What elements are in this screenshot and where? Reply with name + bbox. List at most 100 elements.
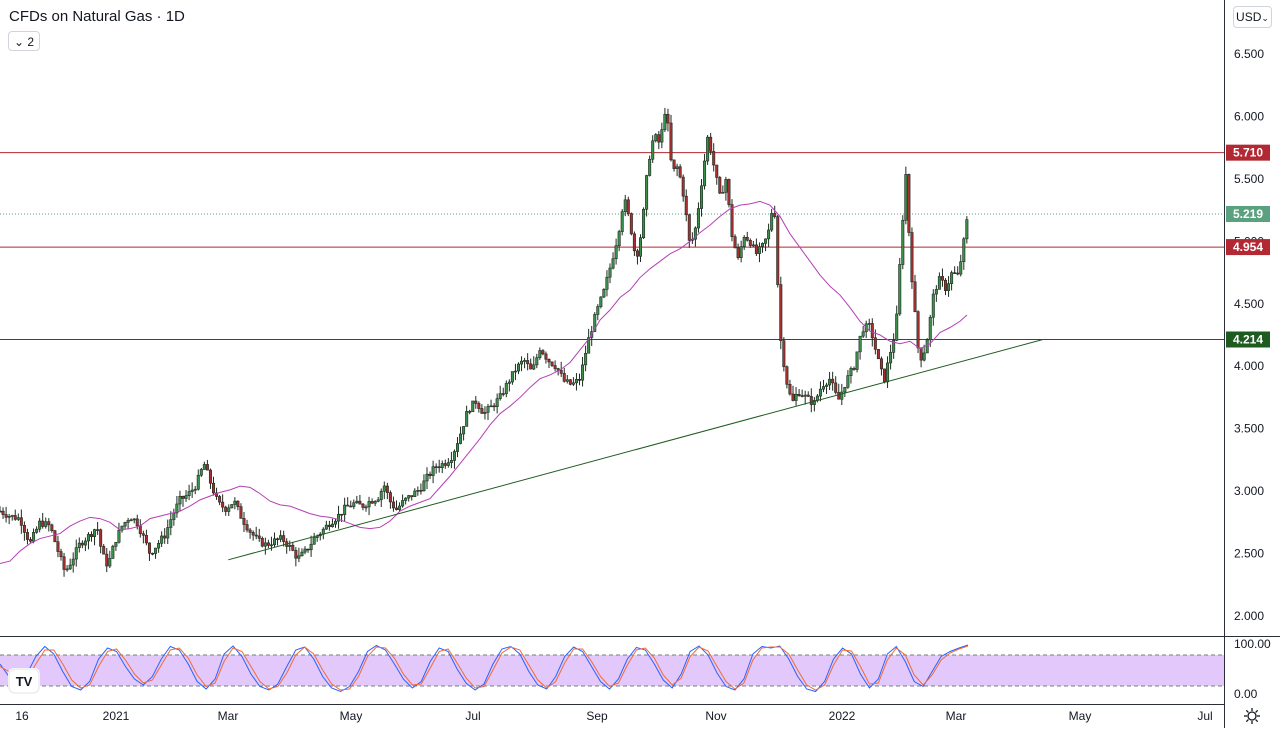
indicator-count: 2 bbox=[27, 35, 35, 49]
candle-body bbox=[678, 166, 682, 178]
price-level-label: 4.954 bbox=[1233, 240, 1263, 254]
candle-body bbox=[843, 386, 847, 393]
candle-body bbox=[455, 443, 459, 452]
candle-body bbox=[837, 392, 841, 400]
currency-selector[interactable]: USD⌄ bbox=[1233, 6, 1272, 28]
candle-body bbox=[401, 500, 405, 507]
candle-body bbox=[638, 237, 642, 257]
candle-body bbox=[709, 136, 713, 152]
candle-body bbox=[486, 406, 490, 413]
candle-body bbox=[681, 176, 685, 197]
candle-body bbox=[834, 382, 838, 393]
candle-body bbox=[7, 516, 11, 518]
candle-body bbox=[327, 524, 331, 528]
candle-body bbox=[526, 360, 530, 365]
candle-body bbox=[556, 368, 560, 371]
candle-body bbox=[19, 517, 23, 526]
candle-body bbox=[663, 113, 667, 130]
candle-body bbox=[117, 529, 121, 543]
candle-body bbox=[648, 158, 652, 176]
candle-body bbox=[47, 521, 51, 526]
candle-body bbox=[257, 535, 261, 539]
candle-body bbox=[242, 518, 246, 525]
price-level-label: 4.214 bbox=[1233, 332, 1263, 346]
candle-body bbox=[303, 548, 307, 553]
support-trendline[interactable] bbox=[228, 339, 1044, 561]
candle-body bbox=[904, 174, 908, 221]
candle-body bbox=[471, 400, 475, 412]
candle-body bbox=[724, 179, 728, 193]
candle-body bbox=[236, 500, 240, 507]
candle-body bbox=[535, 357, 539, 366]
osc-tick-label: 100.00 bbox=[1234, 637, 1271, 651]
candle-body bbox=[559, 369, 563, 374]
osc-tick-label: 0.00 bbox=[1234, 687, 1258, 701]
candle-body bbox=[212, 482, 216, 494]
candle-body bbox=[907, 174, 911, 233]
candle-body bbox=[330, 523, 334, 528]
candle-body bbox=[288, 544, 292, 547]
candle-body bbox=[251, 532, 255, 536]
candle-body bbox=[770, 213, 774, 231]
candle-body bbox=[254, 534, 258, 537]
candle-body bbox=[495, 398, 499, 407]
candle-body bbox=[154, 547, 158, 554]
candle-body bbox=[279, 535, 283, 540]
moving-average-line[interactable] bbox=[0, 200, 968, 565]
candle-body bbox=[754, 244, 758, 254]
candle-body bbox=[562, 373, 566, 382]
candle-body bbox=[196, 474, 200, 490]
candle-body bbox=[16, 517, 20, 520]
gear-icon[interactable] bbox=[1243, 707, 1261, 725]
candle-body bbox=[803, 394, 807, 397]
candle-body bbox=[867, 323, 871, 325]
candle-body bbox=[248, 529, 252, 533]
candle-body bbox=[706, 136, 710, 162]
candle-body bbox=[385, 485, 389, 493]
candle-body bbox=[733, 236, 737, 249]
candle-body bbox=[947, 283, 951, 291]
tradingview-logo[interactable]: TV bbox=[8, 668, 40, 694]
candle-body bbox=[745, 236, 749, 241]
candle-body bbox=[74, 547, 78, 560]
candle-body bbox=[202, 464, 206, 470]
candle-body bbox=[468, 411, 472, 413]
candle-body bbox=[574, 379, 578, 384]
candle-body bbox=[221, 501, 225, 508]
candle-body bbox=[767, 229, 771, 240]
candle-body bbox=[230, 504, 234, 509]
candle-body bbox=[449, 460, 453, 463]
candle-body bbox=[474, 400, 478, 404]
candle-body bbox=[797, 393, 801, 396]
candle-body bbox=[541, 350, 545, 355]
candle-body bbox=[596, 306, 600, 315]
candle-body bbox=[56, 541, 60, 552]
candle-body bbox=[553, 365, 557, 369]
candle-body bbox=[876, 349, 880, 360]
candle-body bbox=[108, 558, 112, 567]
indicator-toggle-button[interactable]: ⌄ 2 bbox=[8, 31, 40, 51]
candle-body bbox=[623, 199, 627, 213]
candle-body bbox=[184, 495, 188, 499]
candle-body bbox=[879, 358, 883, 370]
candle-body bbox=[492, 405, 496, 408]
candle-body bbox=[736, 247, 740, 258]
candle-body bbox=[382, 485, 386, 492]
candle-body bbox=[193, 488, 197, 491]
candle-body bbox=[571, 382, 575, 385]
logo-icon: TV bbox=[8, 668, 40, 694]
candle-body bbox=[227, 507, 231, 512]
candle-body bbox=[294, 550, 298, 559]
candle-body bbox=[324, 524, 328, 530]
y-tick-label: 3.000 bbox=[1234, 484, 1264, 498]
candle-body bbox=[739, 246, 743, 258]
candle-body bbox=[398, 505, 402, 510]
candle-body bbox=[68, 564, 72, 570]
logo-text: TV bbox=[16, 674, 33, 689]
candle-body bbox=[831, 378, 835, 384]
candle-body bbox=[635, 250, 639, 257]
candle-body bbox=[828, 378, 832, 386]
price-level-label: 5.219 bbox=[1233, 207, 1263, 221]
candle-body bbox=[147, 542, 151, 554]
